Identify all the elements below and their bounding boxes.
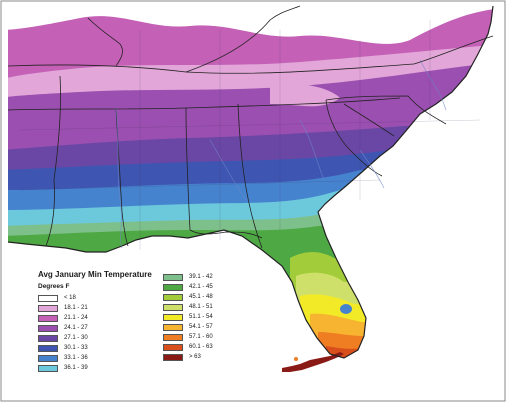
legend-label: 54.1 - 57 <box>189 324 213 330</box>
legend-label: 36.1 - 39 <box>64 365 88 371</box>
legend-swatch <box>163 324 183 331</box>
zone-below-18 <box>8 6 493 44</box>
legend-label: 60.1 - 63 <box>189 344 213 350</box>
legend-label: < 18 <box>64 295 76 301</box>
legend-label: 39.1 - 42 <box>189 274 213 280</box>
rivers <box>115 59 447 249</box>
legend-swatch <box>38 295 58 302</box>
legend-label: 33.1 - 36 <box>64 355 88 361</box>
legend-label: > 63 <box>189 354 201 360</box>
lake-okeechobee <box>340 304 352 314</box>
legend-label: 48.1 - 51 <box>189 304 213 310</box>
legend-label: 27.1 - 30 <box>64 335 88 341</box>
legend-swatch <box>163 314 183 321</box>
zone-18-21-patch <box>270 83 340 107</box>
legend-swatch <box>163 304 183 311</box>
florida-keys <box>282 352 344 372</box>
legend-label: 18.1 - 21 <box>64 305 88 311</box>
legend-label: 24.1 - 27 <box>64 325 88 331</box>
legend-label: 51.1 - 54 <box>189 314 213 320</box>
legend-swatch <box>163 284 183 291</box>
legend-swatch <box>38 335 58 342</box>
legend-swatch <box>38 305 58 312</box>
legend-label: 21.1 - 24 <box>64 315 88 321</box>
legend-label: 57.1 - 60 <box>189 334 213 340</box>
legend-swatch <box>163 274 183 281</box>
legend-swatch <box>38 345 58 352</box>
legend-title: Avg January Min Temperature <box>38 270 152 279</box>
legend-swatch <box>163 354 183 361</box>
county-lines <box>19 20 481 250</box>
coastline <box>7 5 494 359</box>
legend-swatch <box>38 365 58 372</box>
legend-units: Degrees F <box>38 283 70 290</box>
legend-label: 45.1 - 48 <box>189 294 213 300</box>
legend-label: 42.1 - 45 <box>189 284 213 290</box>
legend-swatch <box>38 315 58 322</box>
legend-swatch <box>163 294 183 301</box>
legend-swatch <box>163 334 183 341</box>
legend-swatch <box>163 344 183 351</box>
legend-label: 30.1 - 33 <box>64 345 88 351</box>
legend-swatch <box>38 325 58 332</box>
legend-swatch <box>38 355 58 362</box>
